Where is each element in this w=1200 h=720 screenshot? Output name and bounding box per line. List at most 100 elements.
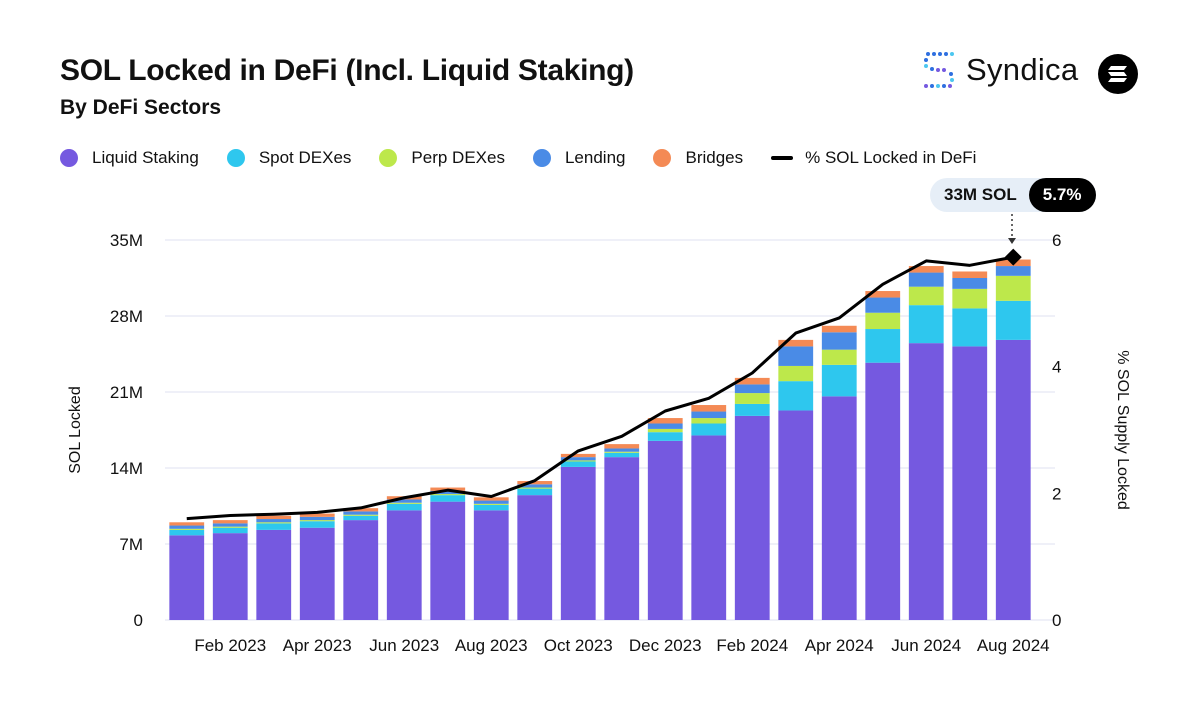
bar-segment-spot-dexes [430, 495, 466, 502]
bar-segment-perp-dexes [517, 487, 553, 489]
chart-subtitle: By DeFi Sectors [60, 96, 222, 119]
last-point-marker [1004, 248, 1022, 266]
y-tick-label: 28M [110, 307, 143, 326]
x-tick-label: Jun 2023 [369, 636, 439, 655]
bar-segment-spot-dexes [386, 503, 422, 511]
bar-segment-lending [734, 384, 770, 394]
bar-segment-perp-dexes [734, 393, 770, 404]
bar-segment-lending [952, 278, 988, 289]
legend-label: Perp DEXes [411, 148, 505, 167]
bar-segment-bridges [821, 325, 857, 333]
right-axis-ticks: 0 2 4 6 [1052, 231, 1061, 630]
bar-segment-perp-dexes [908, 286, 944, 306]
bar-segment-liquid-staking [560, 466, 596, 620]
bar-segment-bridges [604, 444, 640, 449]
bar-segment-perp-dexes [473, 503, 509, 505]
solana-logo [1098, 54, 1138, 94]
bar-segment-spot-dexes [995, 300, 1031, 340]
bar-segment-lending [343, 511, 379, 515]
bar-segment-spot-dexes [517, 488, 553, 496]
legend-item-bridges: Bridges [653, 148, 743, 168]
solana-icon [1108, 66, 1127, 82]
legend-item-spot-dexes: Spot DEXes [226, 148, 352, 168]
bar-segment-perp-dexes [952, 288, 988, 309]
bar-segment-perp-dexes [821, 349, 857, 365]
bar-segment-spot-dexes [299, 521, 335, 528]
bar-segment-perp-dexes [386, 502, 422, 504]
bar-segment-perp-dexes [430, 494, 466, 496]
bar-segment-lending [865, 297, 901, 313]
bar-segment-lending [604, 448, 640, 452]
y-tick-label: 14M [110, 459, 143, 478]
bar-segment-bridges [473, 497, 509, 501]
bar-segment-perp-dexes [778, 365, 814, 382]
bar-segment-liquid-staking [647, 440, 683, 620]
bar-segment-spot-dexes [256, 523, 292, 530]
bar-segment-liquid-staking [778, 410, 814, 620]
callout-arrow-icon [1008, 238, 1016, 244]
legend-label: % SOL Locked in DeFi [805, 148, 977, 167]
bar-segment-bridges [299, 513, 335, 517]
bar-segment-liquid-staking [212, 533, 248, 620]
bar-segment-perp-dexes [691, 418, 727, 424]
bar-segment-liquid-staking [256, 529, 292, 620]
latest-value-callout: 33M SOL 5.7% [930, 178, 1096, 212]
left-axis-ticks: 0 7M 14M 21M 28M 35M [110, 231, 143, 630]
legend: Liquid Staking Spot DEXes Perp DEXes Len… [60, 148, 1004, 168]
y2-tick-label: 6 [1052, 231, 1061, 250]
bar-segment-bridges [691, 405, 727, 412]
legend-item-percent-line: % SOL Locked in DeFi [771, 148, 976, 168]
bar-segment-liquid-staking [952, 346, 988, 620]
bar-segment-spot-dexes [691, 423, 727, 436]
bar-segment-perp-dexes [256, 522, 292, 524]
legend-label: Bridges [685, 148, 744, 167]
bar-segment-lending [647, 423, 683, 429]
legend-label: Spot DEXes [258, 148, 352, 167]
bar-segment-liquid-staking [430, 501, 466, 620]
y2-axis-label: % SOL Supply Locked [1114, 350, 1131, 510]
x-tick-label: Apr 2023 [283, 636, 352, 655]
percent-locked-line [186, 255, 1014, 521]
legend-swatch [653, 149, 672, 167]
legend-swatch [60, 149, 78, 167]
bar-segment-bridges [517, 481, 553, 485]
bar-segment-liquid-staking [386, 510, 422, 620]
bar-segment-lending [256, 519, 292, 523]
bar-segment-spot-dexes [604, 452, 640, 458]
legend-item-perp-dexes: Perp DEXes [379, 148, 505, 168]
legend-label: Lending [564, 148, 626, 167]
bar-segment-lending [169, 525, 205, 529]
bar-segment-perp-dexes [647, 428, 683, 433]
y-axis-label: SOL Locked [67, 386, 84, 473]
bar-segment-liquid-staking [865, 362, 901, 620]
bar-segment-spot-dexes [908, 305, 944, 344]
bar-segment-spot-dexes [560, 461, 596, 467]
bar-segment-perp-dexes [343, 514, 379, 516]
bar-segment-bridges [865, 291, 901, 298]
bar-segment-perp-dexes [604, 451, 640, 453]
bar-segment-lending [560, 457, 596, 461]
bar-segment-spot-dexes [647, 432, 683, 441]
x-tick-label: Dec 2023 [629, 636, 702, 655]
bar-segment-bridges [778, 339, 814, 347]
bar-segment-perp-dexes [169, 528, 205, 530]
stacked-bars [169, 259, 1031, 620]
bar-segment-spot-dexes [865, 329, 901, 363]
x-tick-label: Jun 2024 [891, 636, 961, 655]
bar-segment-spot-dexes [821, 364, 857, 397]
y-tick-label: 0 [134, 611, 143, 630]
bar-segment-lending [299, 516, 335, 521]
bar-segment-lending [212, 523, 248, 527]
bar-segment-bridges [952, 271, 988, 278]
bar-segment-spot-dexes [778, 381, 814, 411]
legend-line-swatch [771, 156, 794, 160]
bar-segment-bridges [647, 418, 683, 424]
bar-segment-liquid-staking [908, 343, 944, 620]
bar-segment-perp-dexes [865, 312, 901, 330]
bar-segment-liquid-staking [169, 535, 205, 620]
x-tick-label: Feb 2024 [716, 636, 788, 655]
bar-segment-lending [386, 499, 422, 503]
bar-segment-liquid-staking [473, 510, 509, 620]
syndica-mark-icon [924, 52, 954, 88]
y2-tick-label: 0 [1052, 611, 1061, 630]
